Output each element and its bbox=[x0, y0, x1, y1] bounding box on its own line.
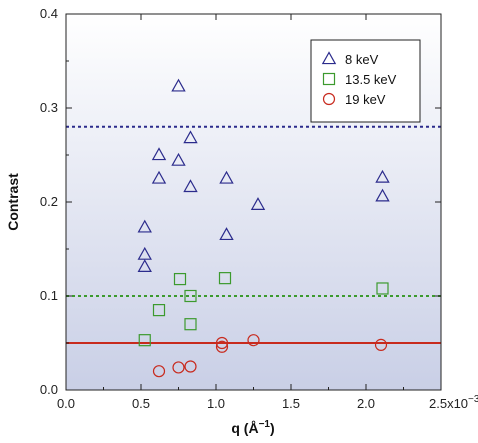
y-tick-label: 0.1 bbox=[40, 288, 58, 303]
data-point-series1-9 bbox=[183, 179, 198, 193]
legend-label-1: 8 keV bbox=[345, 52, 379, 67]
x-tick-label: 2.5x10−3 bbox=[429, 394, 478, 411]
data-point-series3-3 bbox=[184, 360, 197, 373]
data-point-series1-8 bbox=[183, 130, 198, 144]
data-point-series1-11 bbox=[219, 227, 234, 241]
x-tick-label: 0.0 bbox=[57, 396, 75, 411]
data-point-series2-5 bbox=[184, 318, 197, 331]
x-tick-label: 1.5 bbox=[282, 396, 300, 411]
legend-label-2: 13.5 keV bbox=[345, 72, 397, 87]
data-point-series3-5 bbox=[215, 340, 229, 353]
y-tick-label: 0.3 bbox=[40, 100, 58, 115]
axis-tick-labels: 0.0 0.5 1.0 1.5 2.0 2.5x10−3 0.0 0.1 0.2 0.3 0.4 bbox=[40, 6, 478, 411]
data-point-series1-6 bbox=[171, 78, 186, 92]
data-point-series2-1 bbox=[138, 334, 151, 347]
data-point-series2-6 bbox=[218, 272, 232, 285]
data-point-series1-10 bbox=[219, 170, 234, 184]
x-tick-label: 1.0 bbox=[207, 396, 225, 411]
x-tick-exponent: −3 bbox=[468, 394, 478, 405]
x-axis-label-superscript: −1 bbox=[259, 419, 271, 430]
data-point-series1-3 bbox=[137, 259, 152, 273]
data-point-series3-7 bbox=[374, 338, 388, 351]
legend: 8 keV 13.5 keV 19 keV bbox=[310, 39, 421, 123]
y-tick-label: 0.0 bbox=[40, 382, 58, 397]
data-point-series1-14 bbox=[375, 188, 390, 202]
y-tick-label: 0.4 bbox=[40, 6, 58, 21]
data-point-series1-4 bbox=[151, 147, 167, 161]
data-point-series3-4 bbox=[215, 336, 229, 350]
data-point-series1-1 bbox=[137, 219, 152, 233]
data-point-series3-2 bbox=[172, 361, 185, 374]
y-tick-label: 0.2 bbox=[40, 194, 58, 209]
x-axis-label: q (Å−1) bbox=[231, 419, 274, 436]
legend-marker-1 bbox=[321, 51, 337, 65]
y-axis-label: Contrast bbox=[5, 173, 21, 231]
axis-ticks bbox=[65, 13, 442, 391]
data-point-series1-12 bbox=[250, 197, 266, 210]
data-point-series1-13 bbox=[375, 169, 390, 183]
data-point-series3-6 bbox=[247, 334, 260, 347]
data-point-series1-5 bbox=[151, 170, 167, 184]
data-point-series2-3 bbox=[173, 272, 187, 286]
reference-lines bbox=[66, 125, 441, 344]
data-point-series3-1 bbox=[152, 365, 166, 378]
data-point-series1-7 bbox=[171, 152, 186, 166]
x-tick-label: 0.5 bbox=[132, 396, 150, 411]
x-tick-label: 2.0 bbox=[357, 396, 375, 411]
x-axis-label-close: ) bbox=[270, 420, 275, 436]
data-point-series2-7 bbox=[376, 282, 389, 295]
legend-marker-2 bbox=[322, 72, 336, 86]
data-point-series2-4 bbox=[184, 289, 197, 303]
data-marks bbox=[137, 78, 390, 378]
legend-marker-3 bbox=[322, 92, 336, 106]
legend-label-3: 19 keV bbox=[345, 92, 386, 107]
data-point-series2-2 bbox=[152, 304, 166, 317]
